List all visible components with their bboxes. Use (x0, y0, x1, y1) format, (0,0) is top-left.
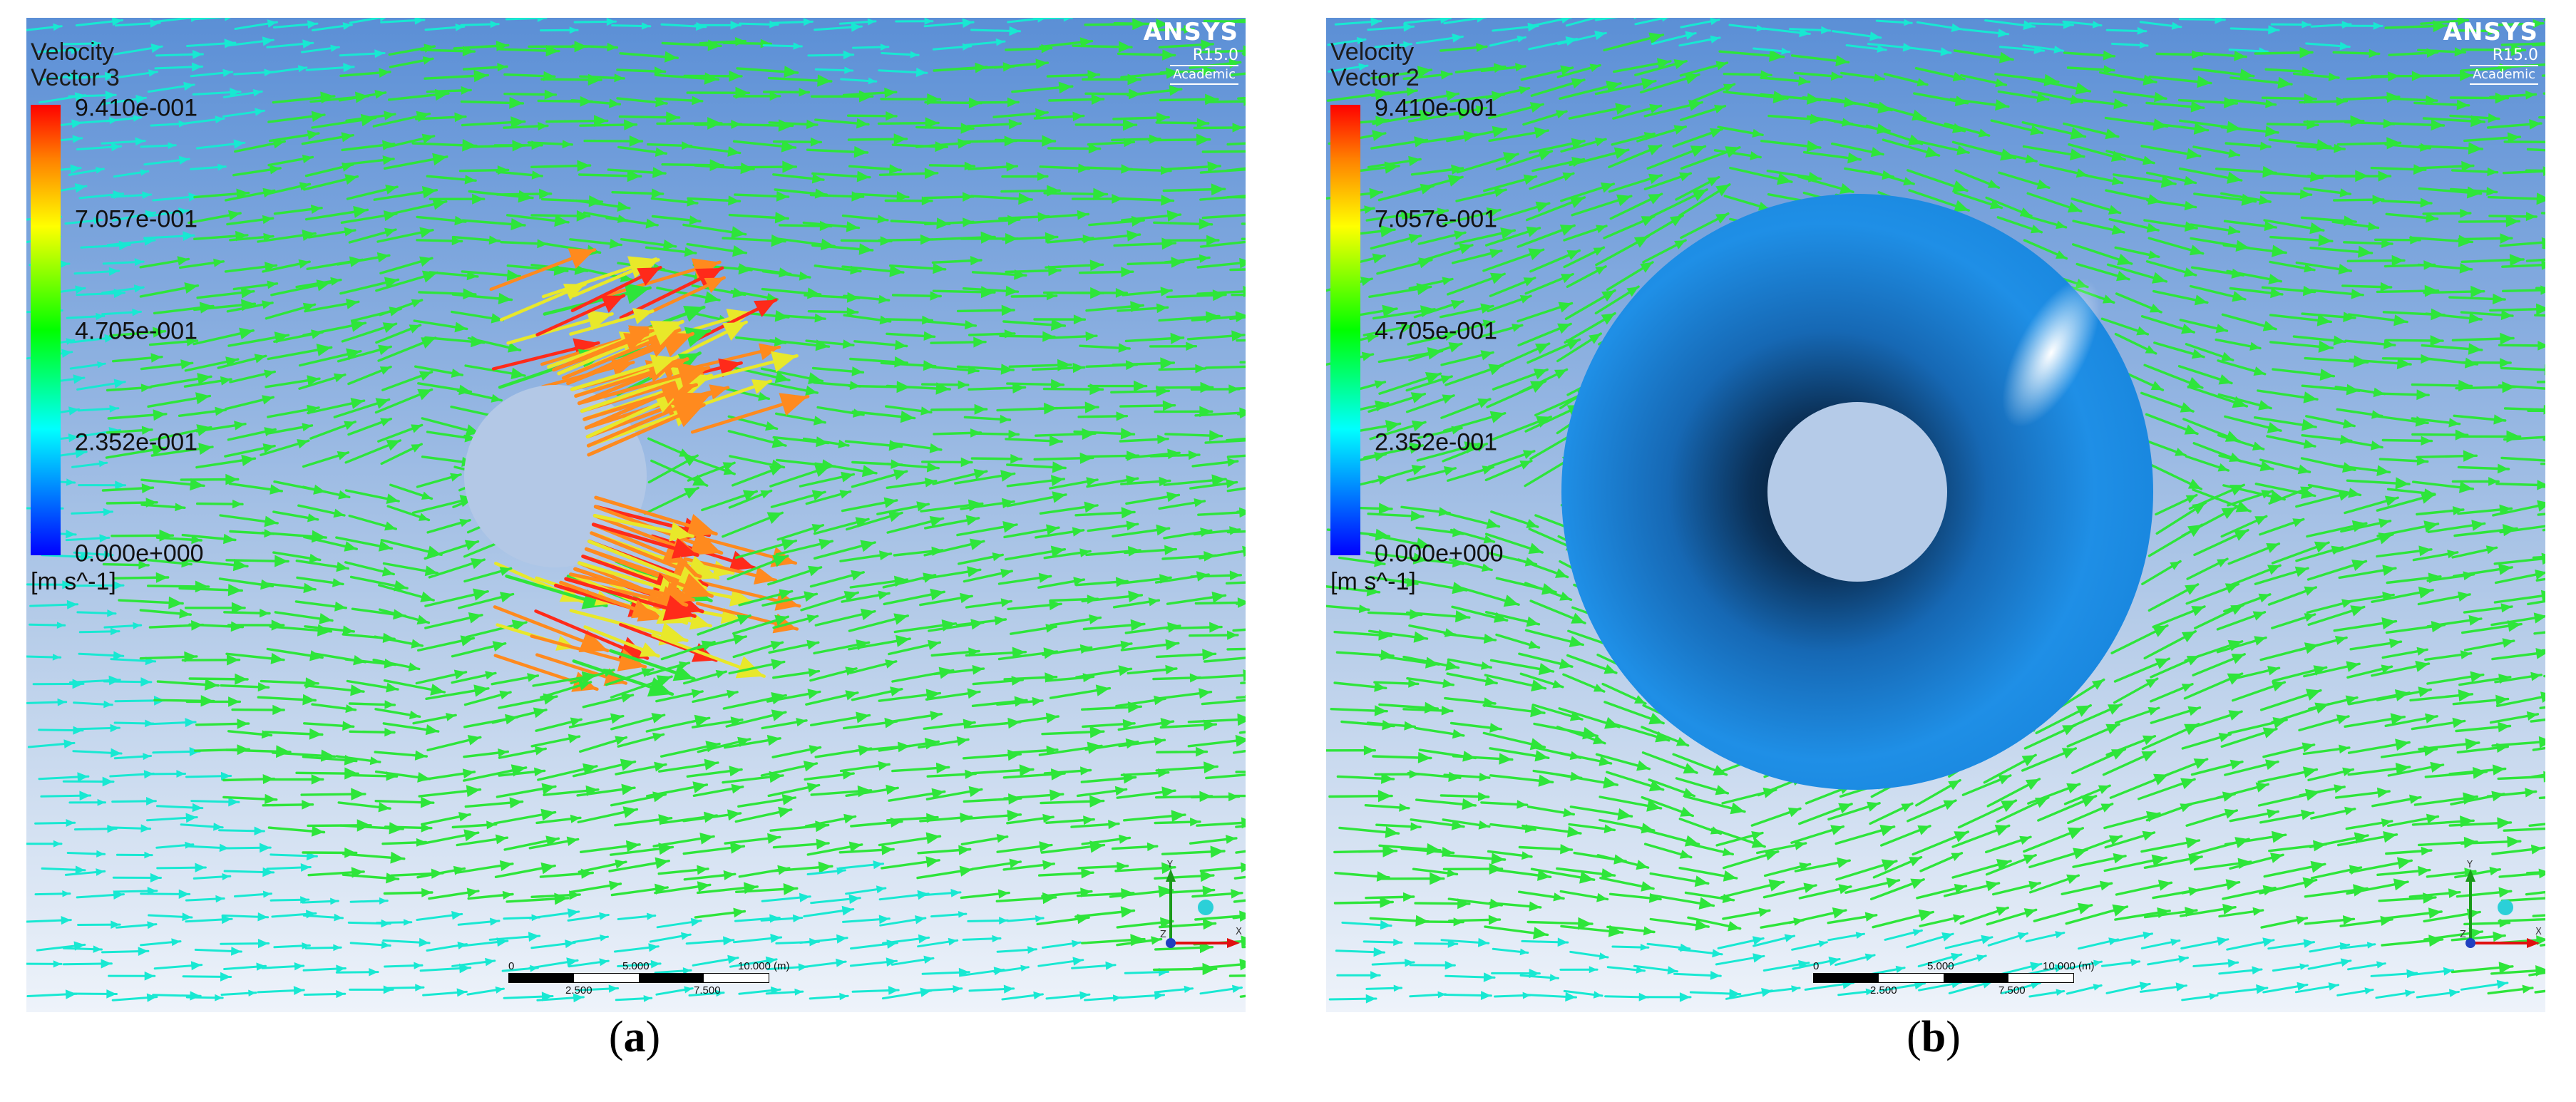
scale-label: 10.000 (2043, 960, 2075, 972)
legend-units: [m s^-1] (1330, 568, 1416, 596)
legend-tick-min: 0.000e+000 (1375, 540, 1504, 568)
scale-label: 0 (508, 960, 514, 972)
color-legend-bar (1330, 105, 1360, 555)
axis-label-y: Y (1166, 860, 1173, 870)
color-legend-bar (31, 105, 61, 555)
scale-bar: 0 5.000 10.000 (m) 2.500 7.500 (1813, 960, 2074, 1000)
logo-version: R15.0 (1144, 46, 1238, 65)
scale-label: 2.500 (565, 984, 592, 997)
scale-label: 7.500 (1998, 984, 2026, 997)
axis-label-z: Z (1160, 930, 1166, 940)
logo-version: R15.0 (2443, 46, 2538, 65)
ansys-logo: ANSYS R15.0 Academic (2443, 18, 2538, 85)
viewport-panel-a[interactable]: Velocity Vector 3 9.410e-001 7.057e-001 … (26, 18, 1246, 1012)
axis-label-z: Z (2460, 930, 2466, 940)
axis-label-y: Y (2466, 860, 2473, 870)
logo-brand: ANSYS (2443, 18, 2538, 46)
scale-bar: 0 5.000 10.000 (m) 2.500 7.500 (508, 960, 769, 1000)
logo-brand: ANSYS (1144, 18, 1238, 46)
legend-variable: Velocity (31, 39, 120, 65)
axis-label-x: X (1236, 927, 1242, 937)
scale-label: 10.000 (738, 960, 771, 972)
legend-vector-name: Vector 2 (1330, 65, 1420, 91)
ansys-logo: ANSYS R15.0 Academic (1144, 18, 1238, 85)
scale-unit: (m) (774, 960, 790, 972)
velocity-vector-field (26, 18, 1246, 1012)
scale-label: 0 (1813, 960, 1819, 972)
legend-tick-max: 9.410e-001 (75, 95, 197, 123)
scale-label: 5.000 (622, 960, 650, 972)
axis-triad-icon: Y X Z (1123, 858, 1244, 972)
logo-edition: Academic (1170, 65, 1238, 85)
legend-units: [m s^-1] (31, 568, 116, 596)
logo-edition: Academic (2470, 65, 2538, 85)
scale-bar-track (1813, 973, 2074, 983)
scale-unit: (m) (2078, 960, 2095, 972)
legend-vector-name: Vector 3 (31, 65, 120, 91)
legend-tick: 4.705e-001 (1375, 318, 1497, 346)
velocity-vector-field (1326, 18, 2545, 1012)
caption-b: (b) (1862, 1012, 2005, 1063)
legend-title: Velocity Vector 2 (1330, 39, 1420, 91)
legend-tick: 7.057e-001 (75, 206, 197, 234)
legend-tick-max: 9.410e-001 (1375, 95, 1497, 123)
legend-variable: Velocity (1330, 39, 1420, 65)
legend-tick-min: 0.000e+000 (75, 540, 204, 568)
scale-label: 7.500 (694, 984, 721, 997)
axis-label-x: X (2535, 927, 2542, 937)
scale-bar-track (508, 973, 769, 983)
legend-tick: 7.057e-001 (1375, 206, 1497, 234)
legend-title: Velocity Vector 3 (31, 39, 120, 91)
viewport-panel-b[interactable]: Velocity Vector 2 9.410e-001 7.057e-001 … (1326, 18, 2545, 1012)
scale-label: 5.000 (1927, 960, 1954, 972)
torus-hole (1767, 402, 1947, 582)
legend-tick: 2.352e-001 (1375, 429, 1497, 457)
axis-triad-icon: Y X Z (2423, 858, 2544, 972)
caption-a: (a) (563, 1012, 706, 1063)
legend-tick: 2.352e-001 (75, 429, 197, 457)
scale-label: 2.500 (1870, 984, 1897, 997)
legend-tick: 4.705e-001 (75, 318, 197, 346)
